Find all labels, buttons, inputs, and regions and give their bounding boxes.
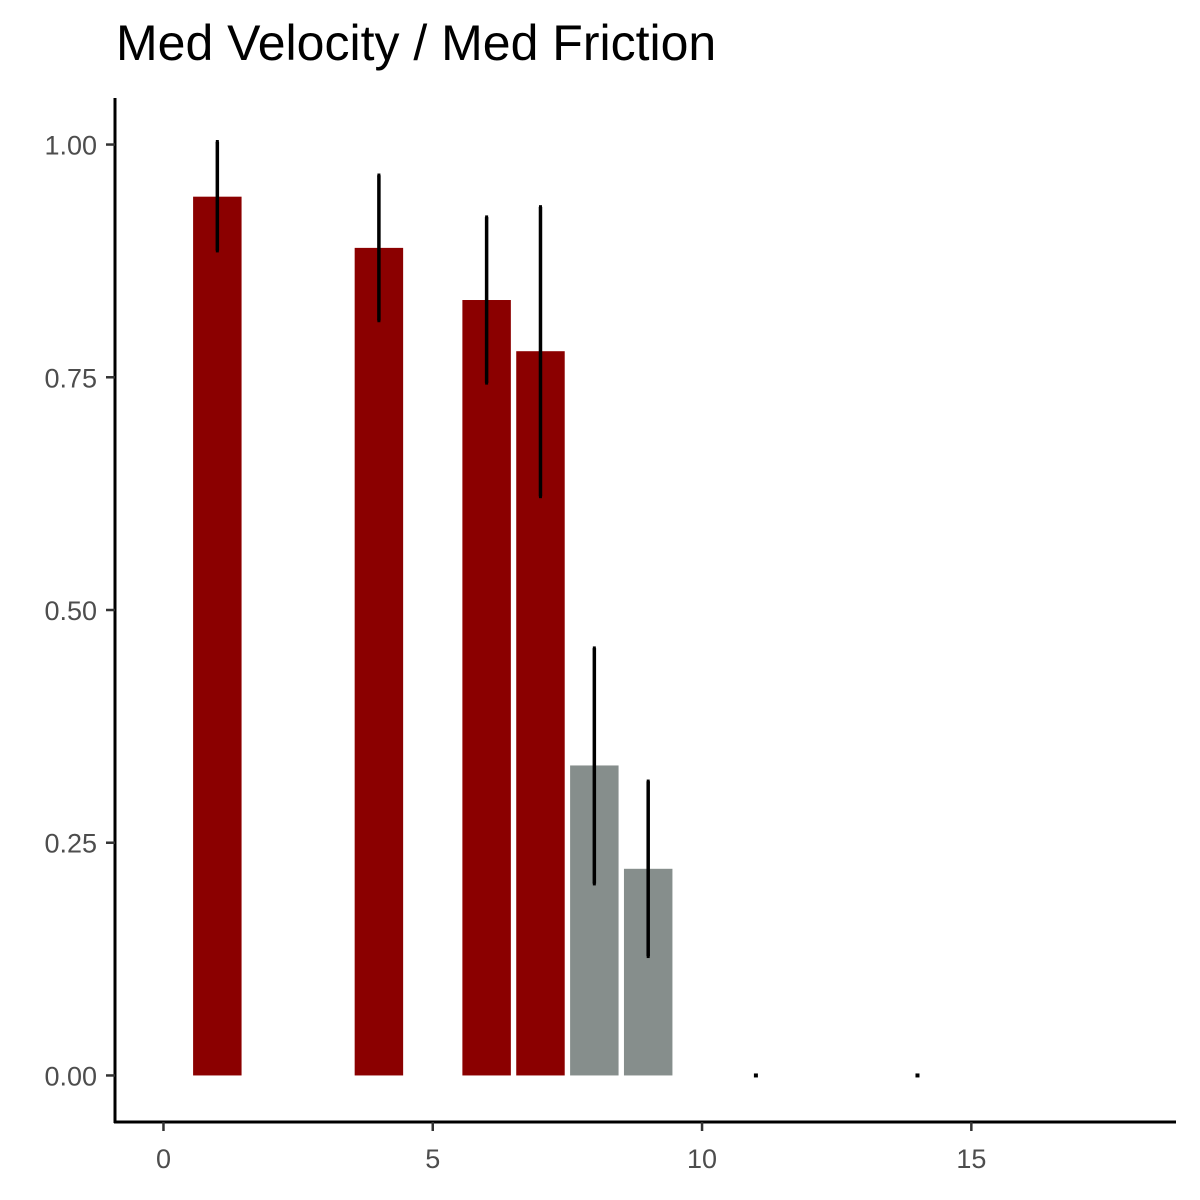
y-tick-label: 1.00 bbox=[44, 131, 97, 161]
error-bar-4 bbox=[377, 173, 381, 323]
error-bar-point bbox=[915, 1073, 920, 1078]
error-bar-9 bbox=[646, 779, 650, 959]
chart-title: Med Velocity / Med Friction bbox=[116, 15, 717, 71]
bars-layer bbox=[193, 196, 673, 1076]
error-bar-14 bbox=[915, 1073, 920, 1078]
axes-layer: 0.00 0.25 0.50 0.75 1.00 0 5 10 15 bbox=[44, 98, 1176, 1174]
error-bar-point bbox=[753, 1073, 758, 1078]
x-tick-label: 5 bbox=[425, 1144, 440, 1174]
y-tick-label: 0.00 bbox=[44, 1061, 97, 1091]
bar-1 bbox=[193, 196, 242, 1076]
y-tick-label: 0.50 bbox=[44, 596, 97, 626]
bar-6 bbox=[462, 300, 511, 1076]
x-tick-label: 10 bbox=[687, 1144, 717, 1174]
x-tick-label: 0 bbox=[156, 1144, 171, 1174]
error-bars-layer bbox=[215, 140, 920, 1078]
x-tick-label: 15 bbox=[956, 1144, 986, 1174]
error-bar-1 bbox=[215, 140, 220, 253]
error-bar-8 bbox=[592, 646, 597, 886]
error-bar-7 bbox=[538, 205, 543, 499]
error-bar-11 bbox=[753, 1073, 758, 1078]
y-tick-label: 0.75 bbox=[44, 363, 97, 393]
bar-4 bbox=[354, 247, 404, 1076]
y-tick-label: 0.25 bbox=[44, 829, 97, 859]
error-bar-6 bbox=[484, 215, 489, 385]
